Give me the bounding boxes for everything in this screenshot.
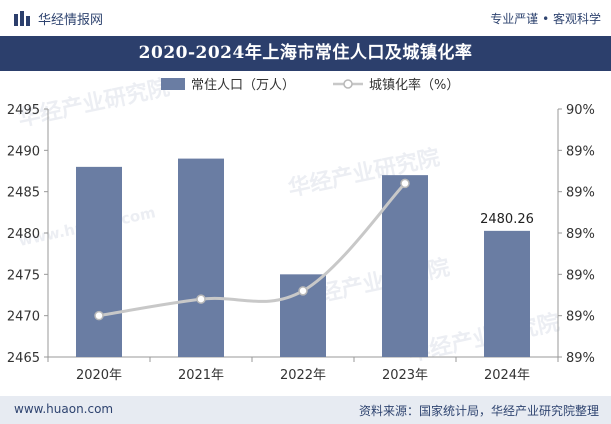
right-tick-label: 89% (566, 351, 595, 366)
legend-bar-label: 常住人口（万人） (191, 78, 295, 93)
right-tick-label: 89% (566, 186, 595, 201)
x-tick-label: 2021年 (178, 368, 224, 383)
right-tick-label: 89% (566, 310, 595, 325)
legend-bar-swatch (161, 78, 185, 90)
line-point (94, 310, 104, 321)
left-tick-label: 2475 (7, 268, 40, 283)
line-series (94, 178, 410, 321)
watermark-text: 华经产业研究院 (406, 309, 562, 366)
right-tick-label: 89% (566, 144, 595, 159)
legend-line-label: 城镇化率（%） (369, 77, 459, 93)
left-tick-label: 2495 (7, 103, 40, 118)
line-point (298, 286, 308, 296)
bar-series: 2480.26 (76, 158, 534, 357)
left-tick-label: 2485 (7, 186, 40, 201)
bar (382, 175, 428, 357)
right-tick-label: 89% (566, 227, 595, 242)
right-tick-label: 90% (566, 103, 595, 118)
right-tick-label: 89% (566, 268, 595, 283)
x-tick-label: 2022年 (280, 368, 326, 383)
left-tick-label: 2480 (7, 227, 40, 242)
bars-logo-icon (14, 10, 30, 26)
axes: 2465 2470 2475 2480 2485 2490 2495 89% 89% 89% 89%… (7, 103, 595, 383)
bar-data-label: 2480.26 (480, 212, 534, 227)
top-bar: 华经情报网 专业严谨 • 客观科学 (0, 0, 611, 36)
line-point (400, 178, 410, 189)
x-tick-label: 2024年 (484, 368, 530, 383)
line-point (196, 294, 206, 304)
legend: 常住人口（万人） 城镇化率（%） (161, 77, 459, 93)
brand[interactable]: 华经情报网 (14, 9, 103, 28)
bar (76, 166, 122, 357)
urbanization-line (98, 182, 407, 318)
bar (484, 230, 530, 357)
title-bar: 2020-2024年上海市常住人口及城镇化率 (0, 36, 611, 71)
bar (178, 158, 224, 357)
footer-source: 资料来源：国家统计局，华经产业研究院整理 (358, 404, 599, 418)
left-tick-label: 2490 (7, 144, 40, 159)
brand-name: 华经情报网 (38, 13, 104, 28)
tagline: 专业严谨 • 客观科学 (490, 12, 601, 26)
legend-line-marker (343, 79, 353, 89)
footer: www.huaon.com 资料来源：国家统计局，华经产业研究院整理 (0, 396, 611, 424)
x-tick-label: 2023年 (382, 368, 428, 383)
chart-title: 2020-2024年上海市常住人口及城镇化率 (138, 43, 473, 63)
left-tick-label: 2470 (7, 310, 40, 325)
left-tick-label: 2465 (7, 351, 40, 366)
x-tick-label: 2020年 (76, 368, 122, 383)
chart-area: 华经产业研究院华经产业研究院www.huaon.com华经产业研究院华经产业研究… (7, 74, 595, 383)
footer-website[interactable]: www.huaon.com (14, 402, 114, 416)
